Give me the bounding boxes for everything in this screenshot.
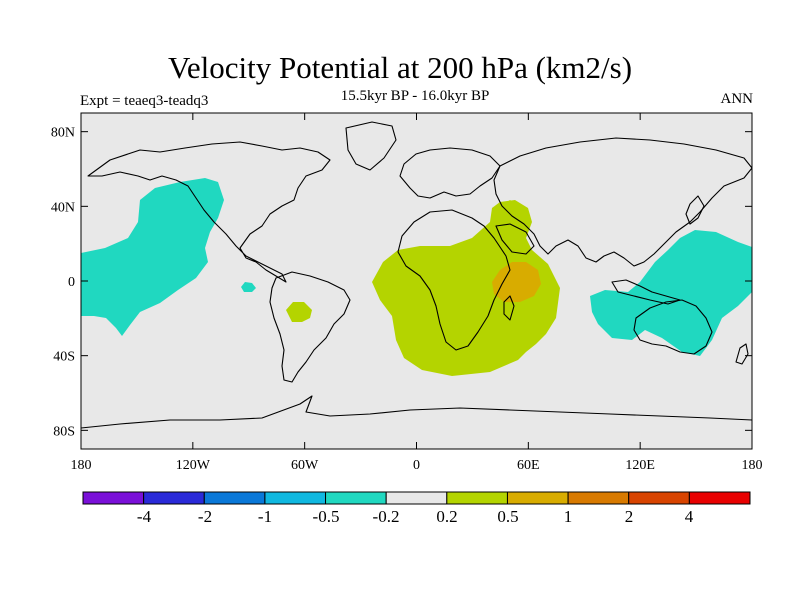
season-label: ANN	[720, 91, 754, 107]
coastlines	[81, 121, 752, 429]
colorbar-swatch	[143, 491, 205, 505]
colorbar-label: -0.2	[372, 507, 400, 526]
colorbar-label: 1	[563, 507, 573, 526]
latitude-axis: 80N 40N 0 40S 80S	[51, 126, 752, 439]
colorbar-swatch	[325, 491, 387, 505]
lon-tick-label: 0	[413, 458, 420, 473]
lon-tick-label: 120E	[625, 458, 655, 473]
colorbar-swatch	[628, 491, 690, 505]
colorbar-label: -0.5	[312, 507, 340, 526]
colorbar-swatch	[688, 491, 751, 505]
colorbar-swatch	[264, 491, 327, 505]
east-pacific-negative-small	[241, 282, 256, 292]
map-title: Velocity Potential at 200 hPa (km2/s)	[167, 50, 633, 85]
map-subtitle: 15.5kyr BP - 16.0kyr BP	[340, 88, 490, 104]
lat-tick-label: 80S	[53, 424, 75, 439]
colorbar-label: 4	[684, 507, 694, 526]
lon-tick-label: 120W	[176, 458, 211, 473]
north-pacific-negative	[81, 178, 224, 336]
longitude-axis: 180 120W 60W 0 60E 120E 180	[71, 113, 763, 473]
colorbar-label: 0.2	[436, 507, 458, 526]
lat-tick-label: 80N	[51, 126, 75, 141]
colorbar-swatch	[82, 491, 145, 505]
colorbar-swatch	[203, 491, 266, 505]
colorbar-swatch	[506, 491, 569, 505]
colorbar-label: -2	[197, 507, 213, 526]
colorbar-label: -1	[257, 507, 273, 526]
colorbar-label: 2	[624, 507, 634, 526]
lat-tick-label: 40N	[51, 200, 75, 215]
lon-tick-label: 180	[742, 458, 763, 473]
east-africa-positive-max	[492, 262, 541, 302]
colorbar-swatch	[385, 491, 448, 505]
arabia-positive	[498, 200, 520, 216]
colorbar-swatch	[446, 491, 508, 505]
colorbar-label: -4	[136, 507, 152, 526]
lat-tick-label: 0	[68, 275, 75, 290]
lon-tick-label: 180	[71, 458, 92, 473]
south-america-positive	[286, 302, 312, 322]
lat-tick-label: 40S	[53, 350, 75, 365]
lon-tick-label: 60W	[291, 458, 319, 473]
lon-tick-label: 60E	[517, 458, 540, 473]
colorbar-swatch	[567, 491, 630, 505]
colorbar	[82, 491, 751, 505]
colorbar-label: 0.5	[497, 507, 519, 526]
africa-positive	[372, 200, 560, 376]
maritime-continent-negative	[590, 230, 752, 356]
experiment-label: Expt = teaeq3-teadq3	[80, 93, 209, 109]
